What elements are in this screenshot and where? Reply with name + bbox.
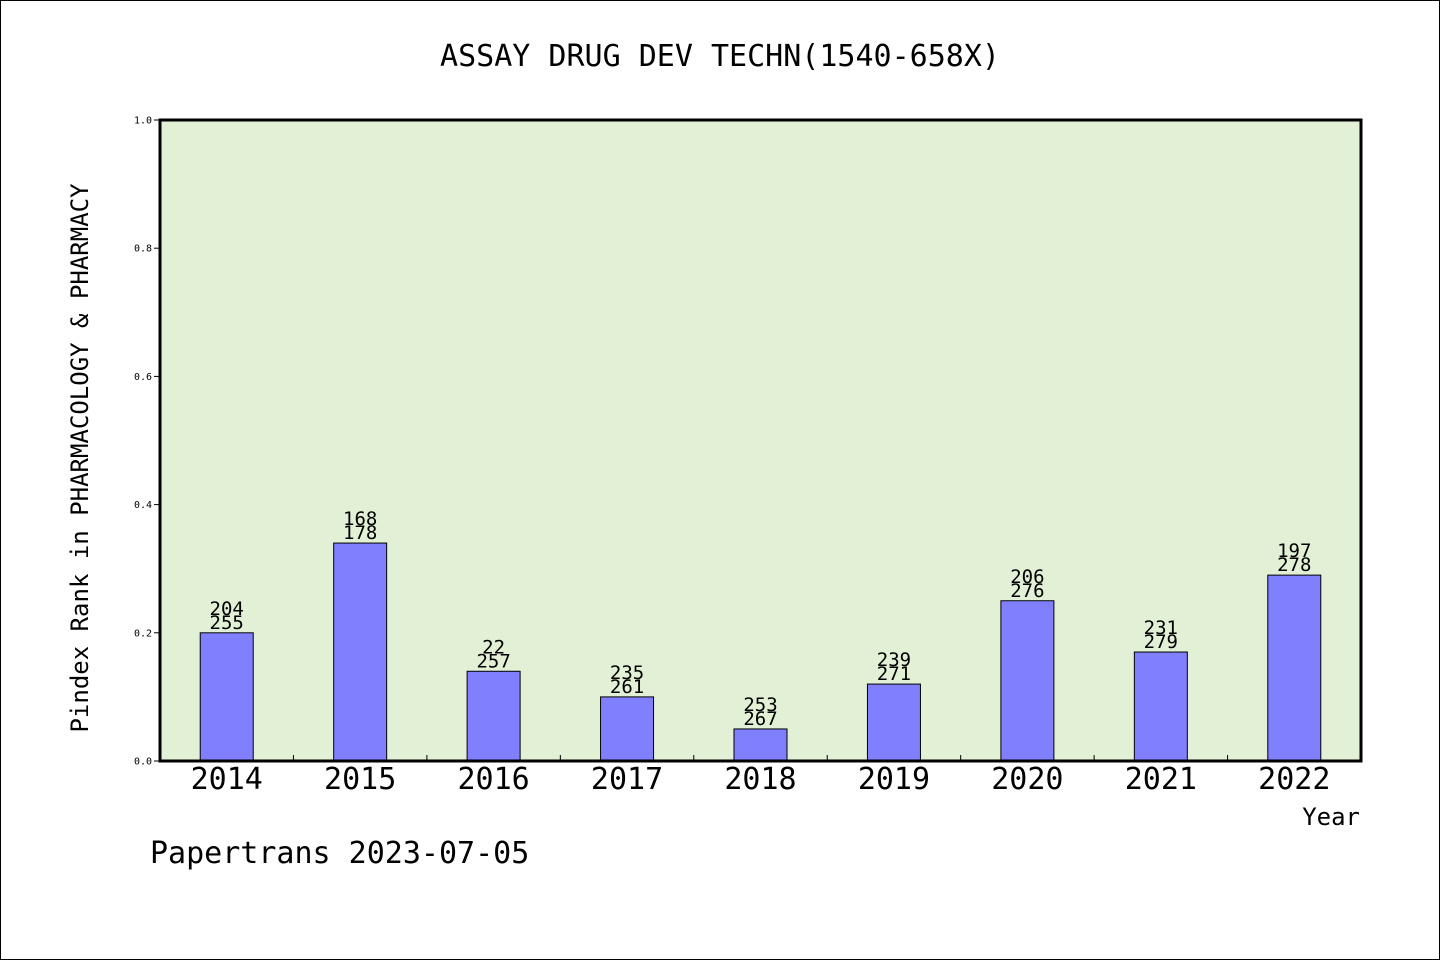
bar-2015 <box>333 542 388 762</box>
x-tick-label-2021: 2021 <box>1125 762 1197 797</box>
y-axis: 0.0 0.2 0.4 0.6 0.8 1.0 <box>134 116 160 768</box>
x-tick-label-2016: 2016 <box>457 762 529 797</box>
bar-2021 <box>1133 651 1188 762</box>
y-tick-label: 0.4 <box>134 500 152 511</box>
data-label-bottom-2019: 271 <box>877 663 911 685</box>
y-axis-label: Pindex Rank in PHARMACOLOGY & PHARMACY <box>66 183 94 733</box>
data-label-top-2020: 206 <box>1010 566 1044 588</box>
footer-text: Papertrans 2023-07-05 <box>150 836 529 871</box>
x-tick-label-2018: 2018 <box>724 762 796 797</box>
y-tick-label: 0.8 <box>134 244 152 255</box>
bar-2017 <box>600 696 655 762</box>
plot-border <box>158 118 1363 763</box>
bar-2019 <box>866 683 921 762</box>
bar-2016 <box>466 670 521 762</box>
x-tick-label-2017: 2017 <box>591 762 663 797</box>
data-label-top-2021: 231 <box>1144 617 1178 639</box>
data-label-top-2017: 235 <box>610 662 644 684</box>
bar-2018 <box>733 728 788 762</box>
data-label-top-2022: 197 <box>1277 540 1311 562</box>
y-tick-label: 0.2 <box>134 628 152 639</box>
data-label-bottom-2016: 257 <box>476 650 510 672</box>
x-tick-label-2022: 2022 <box>1258 762 1330 797</box>
data-label-bottom-2018: 267 <box>743 708 777 730</box>
data-label-bottom-2015: 178 <box>343 522 377 544</box>
x-tick-label-2020: 2020 <box>991 762 1063 797</box>
data-label-top-2014: 204 <box>210 598 244 620</box>
x-tick-label-2014: 2014 <box>191 762 263 797</box>
data-label-bottom-2021: 279 <box>1144 631 1178 653</box>
y-tick-label: 1.0 <box>134 116 152 127</box>
bar-2020 <box>1000 600 1055 762</box>
data-labels-group: 2042551681782225723526125326723927120627… <box>210 508 1312 730</box>
bar-2014 <box>199 632 254 762</box>
y-tick-label: 0.6 <box>134 372 152 383</box>
y-tick-label: 0.0 <box>134 757 152 768</box>
data-label-bottom-2017: 261 <box>610 676 644 698</box>
bar-2022 <box>1267 574 1322 762</box>
bars-group <box>199 542 1322 762</box>
data-label-top-2019: 239 <box>877 649 911 671</box>
x-axis: 2014 2015 2016 2017 2018 2019 2020 2021 2022 <box>191 755 1330 797</box>
data-label-top-2016: 22 <box>482 636 505 658</box>
x-tick-label-2015: 2015 <box>324 762 396 797</box>
chart-title: ASSAY DRUG DEV TECHN(1540-658X) <box>440 39 1000 74</box>
x-axis-label: Year <box>1302 803 1360 831</box>
data-label-bottom-2020: 276 <box>1010 580 1044 602</box>
data-label-top-2018: 253 <box>743 694 777 716</box>
data-label-top-2015: 168 <box>343 508 377 530</box>
x-tick-label-2019: 2019 <box>858 762 930 797</box>
data-label-bottom-2014: 255 <box>210 612 244 634</box>
data-label-bottom-2022: 278 <box>1277 554 1311 576</box>
